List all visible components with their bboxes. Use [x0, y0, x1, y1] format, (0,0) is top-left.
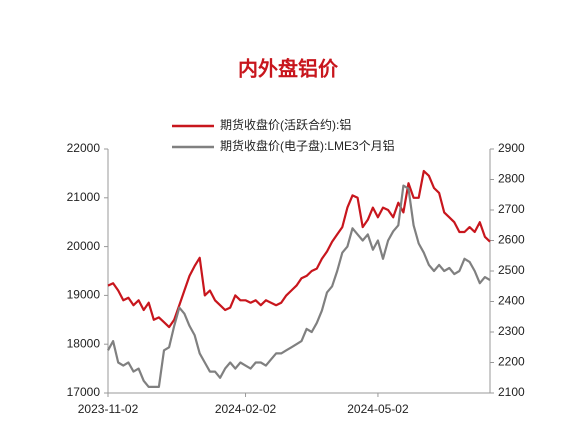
y-tick-label: 22000 — [67, 141, 101, 155]
y-tick-label: 18000 — [67, 336, 101, 350]
y2-tick-label: 2600 — [498, 233, 525, 247]
y2-tick-label: 2200 — [498, 355, 525, 369]
series-line — [107, 169, 491, 329]
legend-label: 期货收盘价(活跃合约):铝 — [220, 117, 351, 132]
series-line — [107, 184, 491, 388]
y-tick-label: 21000 — [67, 190, 101, 204]
y2-tick-label: 2900 — [498, 141, 525, 155]
y-tick-label: 17000 — [67, 385, 101, 399]
y-tick-label: 20000 — [67, 239, 101, 253]
y2-tick-label: 2500 — [498, 263, 525, 277]
x-tick-label: 2024-02-02 — [215, 402, 277, 416]
x-tick-label: 2024-05-02 — [347, 402, 409, 416]
y2-tick-label: 2100 — [498, 385, 525, 399]
chart-title: 内外盘铝价 — [238, 56, 339, 80]
y-tick-label: 19000 — [67, 288, 101, 302]
y2-tick-label: 2700 — [498, 202, 525, 216]
y2-tick-label: 2800 — [498, 172, 525, 186]
x-tick-label: 2023-11-02 — [78, 402, 139, 416]
legend-label: 期货收盘价(电子盘):LME3个月铝 — [220, 138, 395, 153]
y2-tick-label: 2300 — [498, 324, 525, 338]
y2-tick-label: 2400 — [498, 294, 525, 308]
